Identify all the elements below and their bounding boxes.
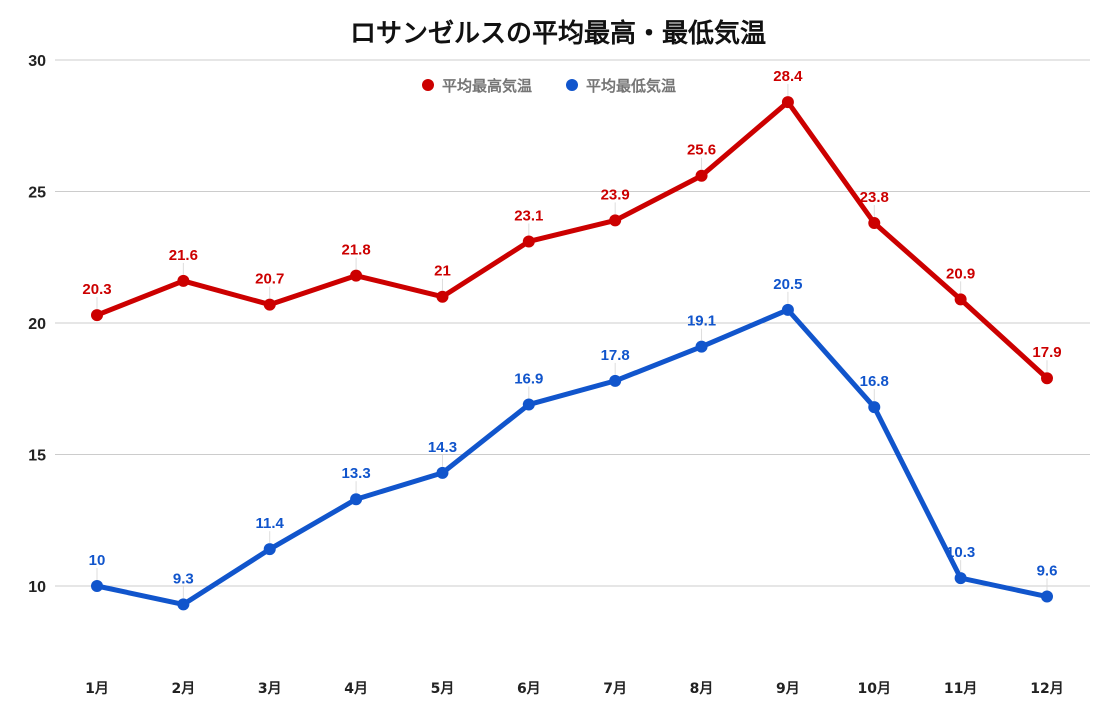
data-point: [781, 96, 794, 109]
data-label: 17.8: [601, 347, 630, 364]
y-tick-label: 25: [28, 185, 46, 202]
series-max-temp: [91, 96, 1053, 385]
legend-marker-icon: [566, 79, 578, 91]
data-labels: 20.3 21.6 20.7 21.8 21 23.1 23.9 25.6 28.4 23.8 20…: [82, 68, 1062, 599]
data-point: [436, 466, 449, 479]
data-label: 20.7: [255, 271, 284, 288]
data-point: [781, 303, 794, 316]
legend-item: 平均最高気温: [422, 77, 532, 95]
data-point: [350, 269, 363, 282]
data-point: [263, 298, 276, 311]
series-lines: [91, 96, 1053, 611]
data-label: 10.3: [946, 544, 975, 561]
data-point: [695, 169, 708, 182]
data-label: 9.3: [173, 570, 194, 587]
data-label: 28.4: [773, 68, 803, 85]
data-label: 23.9: [601, 186, 630, 203]
data-label: 20.5: [773, 276, 802, 293]
data-label: 21: [434, 263, 451, 280]
data-label: 16.8: [860, 373, 889, 390]
data-point: [263, 543, 276, 556]
data-point: [868, 217, 881, 230]
data-point: [522, 398, 535, 411]
x-tick-label: 12月: [1030, 681, 1063, 697]
data-point: [91, 580, 103, 592]
data-label: 14.3: [428, 439, 457, 456]
series-line: [94, 99, 1050, 381]
x-tick-label: 10月: [858, 681, 891, 697]
chart-title: ロサンゼルスの平均最高・最低気温: [350, 18, 766, 49]
x-tick-label: 6月: [517, 681, 541, 697]
x-tick-label: 3月: [258, 681, 282, 697]
x-tick-label: 1月: [85, 681, 109, 697]
data-label: 11.4: [256, 515, 285, 532]
data-point: [609, 374, 622, 387]
legend: 平均最高気温 平均最低気温: [422, 77, 676, 95]
x-tick-label: 5月: [431, 681, 455, 697]
legend-marker-icon: [422, 79, 434, 91]
legend-label: 平均最低気温: [586, 77, 676, 95]
y-tick-label: 30: [28, 53, 46, 70]
data-label: 16.9: [514, 371, 543, 388]
x-tick-label: 4月: [344, 681, 368, 697]
y-axis-ticks: 10 15 20 25 30: [28, 53, 46, 596]
y-tick-label: 10: [28, 579, 46, 596]
data-label: 19.1: [687, 313, 716, 330]
data-point: [695, 340, 708, 353]
legend-label: 平均最高気温: [442, 77, 532, 95]
data-label: 10: [89, 552, 106, 569]
y-tick-label: 15: [28, 448, 46, 465]
data-label: 13.3: [341, 465, 370, 482]
data-point: [954, 293, 967, 306]
x-tick-label: 2月: [171, 681, 195, 697]
x-tick-label: 11月: [944, 681, 977, 697]
legend-item: 平均最低気温: [566, 77, 676, 95]
y-tick-label: 20: [28, 316, 46, 333]
data-label: 23.1: [514, 207, 543, 224]
data-point: [1041, 590, 1053, 603]
data-point: [177, 598, 190, 611]
gridlines: [55, 59, 1090, 587]
data-point: [522, 235, 535, 248]
data-label: 21.8: [341, 242, 370, 259]
data-point: [91, 309, 103, 322]
data-label: 9.6: [1037, 563, 1058, 580]
data-point: [1041, 372, 1053, 385]
x-tick-label: 8月: [690, 681, 714, 697]
data-point: [436, 290, 449, 303]
x-tick-label: 7月: [603, 681, 627, 697]
data-label: 20.9: [946, 265, 975, 282]
x-axis-ticks: 1月 2月 3月 4月 5月 6月 7月 8月 9月 10月 11月 12月: [85, 681, 1064, 697]
data-point: [609, 214, 622, 227]
data-label: 25.6: [687, 142, 716, 159]
series-min-temp: [91, 303, 1053, 611]
data-point: [177, 274, 190, 287]
data-point: [350, 493, 363, 506]
data-point: [954, 572, 967, 585]
data-label: 17.9: [1032, 344, 1061, 361]
data-label: 21.6: [169, 247, 198, 264]
data-label: 23.8: [860, 189, 889, 206]
series-line: [94, 307, 1050, 607]
x-tick-label: 9月: [776, 681, 800, 697]
data-label: 20.3: [82, 281, 111, 298]
data-point: [868, 401, 881, 414]
